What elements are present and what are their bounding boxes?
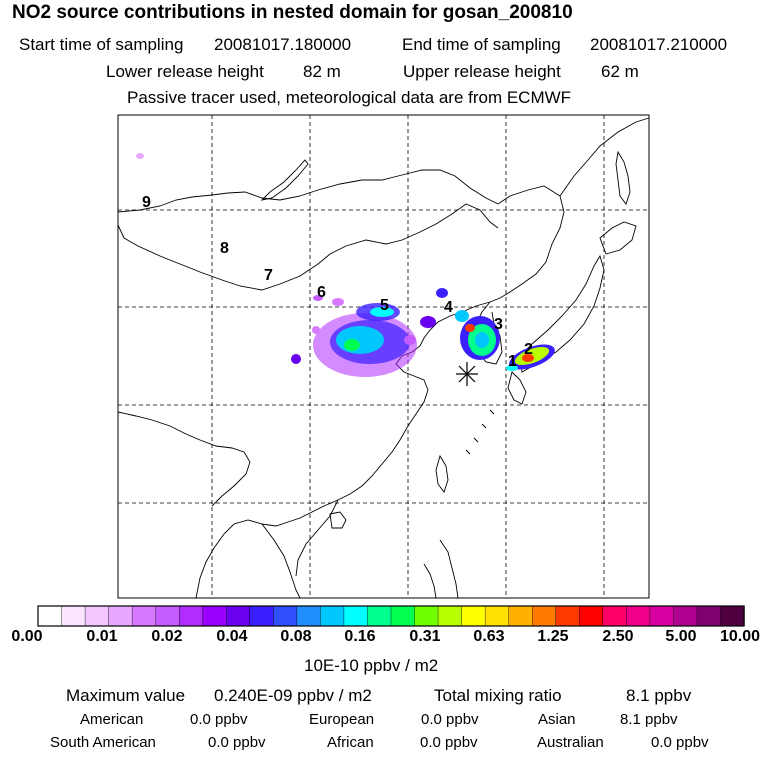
american-label: American	[80, 711, 144, 728]
trajectory-label-9: 9	[142, 194, 151, 211]
legend-tick-4: 0.08	[280, 628, 312, 645]
start-time-value: 20081017.180000	[214, 35, 352, 54]
lower-height-label: Lower release height	[106, 62, 264, 81]
asterisk-receptor-icon	[456, 362, 478, 386]
asian-label: Asian	[538, 711, 576, 728]
legend-tick-3: 0.04	[216, 628, 248, 645]
lower-height-value: 82 m	[303, 62, 341, 81]
legend-tick-1: 0.01	[86, 628, 118, 645]
asian-value: 8.1 ppbv	[620, 711, 678, 728]
legend-unit: 10E-10 ppbv / m2	[304, 656, 439, 675]
african-label: African	[327, 734, 374, 751]
south-american-label: South American	[50, 734, 156, 751]
legend-tick-0: 0.00	[11, 628, 43, 645]
plume-korea	[455, 310, 500, 360]
legend-tick-10: 5.00	[665, 628, 697, 645]
upper-height-label: Upper release height	[403, 62, 561, 81]
legend-tick-5: 0.16	[344, 628, 376, 645]
trajectory-label-4: 4	[444, 299, 453, 316]
trajectory-label-7: 7	[264, 267, 273, 284]
legend-tick-6: 0.31	[409, 628, 441, 645]
african-value: 0.0 ppbv	[420, 734, 478, 751]
total-mixing-value: 8.1 ppbv	[626, 686, 692, 705]
legend-tick-2: 0.02	[151, 628, 183, 645]
plume-japan	[506, 344, 555, 371]
start-time-label: Start time of sampling	[19, 35, 184, 54]
legend-tick-9: 2.50	[602, 628, 634, 645]
european-value: 0.0 ppbv	[421, 711, 479, 728]
max-value: 0.240E-09 ppbv / m2	[214, 686, 372, 705]
end-time-value: 20081017.210000	[590, 35, 728, 54]
plume-north-china	[136, 153, 448, 377]
trajectory-label-5: 5	[380, 297, 389, 314]
australian-label: Australian	[537, 734, 604, 751]
trajectory-label-8: 8	[220, 240, 229, 257]
contribution-field	[136, 153, 555, 377]
graticule	[118, 115, 649, 598]
trajectory-label-3: 3	[494, 316, 503, 333]
max-value-label: Maximum value	[66, 686, 186, 705]
trajectory-label-1: 1	[508, 353, 517, 370]
trajectory-label-2: 2	[524, 341, 533, 358]
legend-tick-8: 1.25	[537, 628, 569, 645]
tracer-note: Passive tracer used, meteorological data…	[127, 88, 572, 107]
australian-value: 0.0 ppbv	[651, 734, 709, 751]
coastlines-borders	[117, 117, 650, 599]
upper-height-value: 62 m	[601, 62, 639, 81]
total-mixing-label: Total mixing ratio	[434, 686, 562, 705]
legend-tick-7: 0.63	[473, 628, 505, 645]
south-american-value: 0.0 ppbv	[208, 734, 266, 751]
european-label: European	[309, 711, 375, 728]
end-time-label: End time of sampling	[402, 35, 561, 54]
plot-title: NO2 source contributions in nested domai…	[12, 2, 573, 23]
trajectory-label-6: 6	[317, 284, 326, 301]
legend-tick-11: 10.00	[719, 628, 761, 645]
american-value: 0.0 ppbv	[190, 711, 248, 728]
